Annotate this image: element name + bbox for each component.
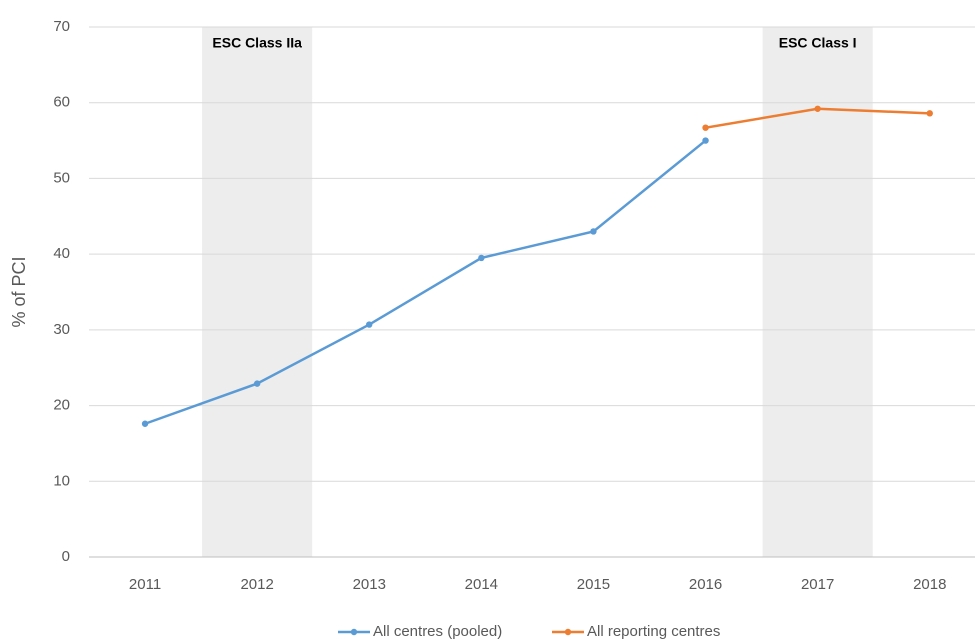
series-line xyxy=(144,139,707,425)
point xyxy=(366,321,373,328)
x-tick-label: 2017 xyxy=(801,576,834,593)
x-tick-label: 2018 xyxy=(913,576,946,593)
y-tick-label: 10 xyxy=(53,472,70,489)
point xyxy=(702,137,709,144)
annotation: ESC Class I xyxy=(779,35,857,51)
point xyxy=(253,380,261,387)
point xyxy=(478,254,485,262)
x-tick-label: 2012 xyxy=(240,576,273,593)
shaded-band xyxy=(202,27,313,557)
legend-label: All centres (pooled) xyxy=(373,623,502,640)
legend-label: All reporting centres xyxy=(587,623,720,640)
x-tick-label: 2011 xyxy=(129,576,161,593)
y-tick-label: 50 xyxy=(53,169,70,186)
y-tick-label: 40 xyxy=(53,245,70,262)
point xyxy=(141,420,149,427)
y-tick-label: 30 xyxy=(53,321,70,338)
y-axis-label: % of PCI xyxy=(9,256,29,327)
x-tick-label: 2014 xyxy=(465,576,498,593)
point xyxy=(590,228,597,235)
legend-marker xyxy=(564,628,572,636)
x-tick-label: 2016 xyxy=(689,576,722,593)
point xyxy=(702,124,709,131)
x-tick-label: 2013 xyxy=(353,576,386,593)
y-tick-label: 60 xyxy=(53,94,70,111)
y-tick-label: 20 xyxy=(53,397,70,414)
legend-marker xyxy=(350,628,358,636)
x-tick-label: 2015 xyxy=(577,576,610,593)
y-tick-label: 0 xyxy=(62,548,70,565)
point xyxy=(814,105,821,112)
annotation: ESC Class IIa xyxy=(212,35,302,51)
y-tick-label: 70 xyxy=(53,18,70,35)
point xyxy=(926,110,933,117)
